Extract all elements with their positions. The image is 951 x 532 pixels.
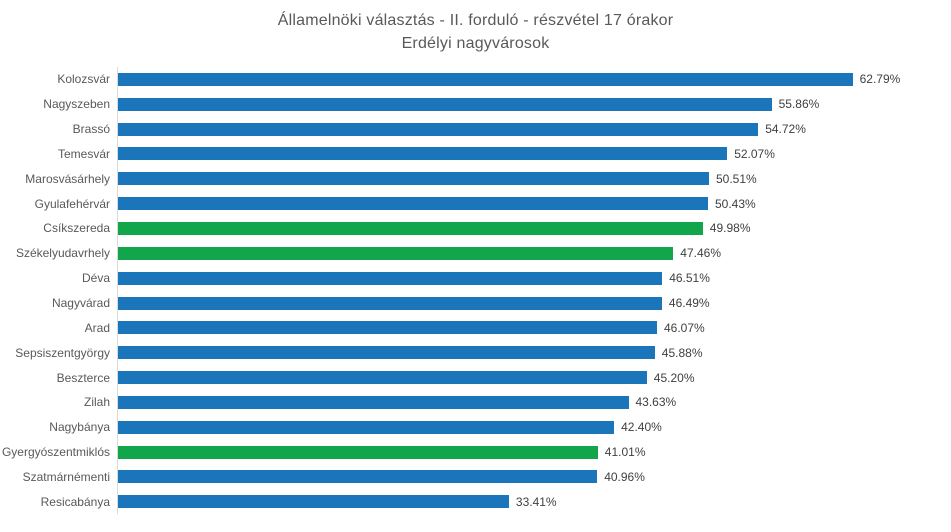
category-label: Zilah bbox=[83, 395, 110, 410]
chart-row: Arad 46.07% bbox=[0, 315, 951, 341]
chart-row: Gyergyószentmiklós 41.01% bbox=[0, 439, 951, 465]
chart-row: Marosvásárhely 50.51% bbox=[0, 166, 951, 192]
chart-subtitle: Erdélyi nagyvárosok bbox=[401, 35, 550, 52]
bar-track: 33.41% bbox=[117, 489, 951, 515]
category-label: Sepsiszentgyörgy bbox=[15, 345, 110, 360]
category-label: Nagyvárad bbox=[51, 296, 110, 311]
bar bbox=[118, 445, 598, 459]
bar bbox=[118, 346, 655, 360]
value-label: 46.51% bbox=[669, 271, 710, 286]
value-label: 40.96% bbox=[604, 469, 645, 484]
value-label: 62.79% bbox=[859, 72, 901, 87]
bar bbox=[118, 321, 657, 335]
bar-track: 52.07% bbox=[117, 141, 951, 167]
chart-title: Államelnöki választás - II. forduló - ré… bbox=[277, 12, 674, 29]
bar-track: 42.40% bbox=[117, 414, 951, 440]
bar-track: 40.96% bbox=[117, 464, 951, 490]
category-label: Székelyudavrhely bbox=[15, 246, 110, 261]
value-label: 45.88% bbox=[661, 345, 703, 360]
chart-row: Gyulafehérvár 50.43% bbox=[0, 191, 951, 217]
value-label: 42.40% bbox=[621, 420, 662, 435]
category-label: Nagybánya bbox=[49, 420, 110, 435]
bar-track: 55.86% bbox=[117, 91, 951, 117]
value-label: 45.20% bbox=[653, 370, 695, 385]
bar bbox=[118, 470, 598, 484]
category-label: Beszterce bbox=[56, 370, 110, 385]
bar-track: 46.49% bbox=[117, 290, 951, 316]
category-label: Déva bbox=[81, 271, 110, 286]
value-label: 43.63% bbox=[635, 395, 677, 410]
bar-track: 41.01% bbox=[117, 439, 951, 465]
value-label: 46.49% bbox=[668, 296, 710, 311]
chart-row: Szatmárnémenti 40.96% bbox=[0, 464, 951, 490]
category-label: Gyergyószentmiklós bbox=[1, 445, 110, 460]
value-label: 54.72% bbox=[765, 122, 806, 137]
category-label: Gyulafehérvár bbox=[34, 196, 110, 211]
chart-row: Csíkszereda 49.98% bbox=[0, 216, 951, 241]
chart-row: Déva 46.51% bbox=[0, 265, 951, 291]
bar bbox=[118, 296, 662, 310]
chart-row: Sepsiszentgyörgy 45.88% bbox=[0, 340, 951, 366]
value-label: 41.01% bbox=[604, 445, 646, 460]
value-label: 49.98% bbox=[709, 221, 751, 236]
category-label: Marosvásárhely bbox=[25, 171, 110, 186]
bar-track: 50.43% bbox=[117, 191, 951, 217]
bar-track: 45.20% bbox=[117, 365, 951, 390]
category-label: Csíkszereda bbox=[43, 221, 110, 236]
value-label: 46.07% bbox=[664, 320, 705, 335]
chart-row: Nagyvárad 46.49% bbox=[0, 290, 951, 316]
bar bbox=[118, 246, 674, 260]
category-label: Arad bbox=[84, 320, 110, 335]
bar bbox=[118, 395, 629, 409]
bar bbox=[118, 420, 615, 434]
bar-track: 49.98% bbox=[117, 216, 951, 241]
chart-row: Temesvár 52.07% bbox=[0, 141, 951, 167]
bar bbox=[118, 371, 647, 385]
bar-track: 45.88% bbox=[117, 340, 951, 366]
chart-row: Nagybánya 42.40% bbox=[0, 414, 951, 440]
bar bbox=[118, 72, 853, 86]
bar-track: 43.63% bbox=[117, 389, 951, 415]
chart-row: Resicabánya 33.41% bbox=[0, 489, 951, 515]
category-label: Brassó bbox=[72, 122, 110, 137]
chart-row: Kolozsvár 62.79% bbox=[0, 67, 951, 92]
bar bbox=[118, 197, 708, 211]
category-label: Resicabánya bbox=[40, 494, 110, 509]
bar bbox=[118, 221, 703, 235]
category-label: Temesvár bbox=[57, 146, 110, 161]
bar-track: 54.72% bbox=[117, 116, 951, 142]
chart-row: Nagyszeben 55.86% bbox=[0, 91, 951, 117]
value-label: 50.51% bbox=[716, 171, 757, 186]
category-label: Nagyszeben bbox=[43, 97, 110, 112]
value-label: 55.86% bbox=[778, 97, 820, 112]
plot-area: Kolozsvár 62.79% Nagyszeben 55.86% Brassó 54.… bbox=[0, 67, 951, 515]
chart-row: Zilah 43.63% bbox=[0, 389, 951, 415]
bar-track: 46.07% bbox=[117, 315, 951, 341]
bar-track: 50.51% bbox=[117, 166, 951, 192]
bar bbox=[118, 172, 709, 186]
bar bbox=[118, 97, 772, 111]
value-label: 50.43% bbox=[715, 196, 756, 211]
bar-track: 46.51% bbox=[117, 265, 951, 291]
bar bbox=[118, 147, 728, 161]
category-label: Kolozsvár bbox=[57, 72, 110, 87]
chart-row: Beszterce 45.20% bbox=[0, 365, 951, 390]
chart-row: Székelyudavrhely 47.46% bbox=[0, 240, 951, 266]
bar bbox=[118, 122, 759, 136]
bar bbox=[118, 271, 663, 285]
category-label: Szatmárnémenti bbox=[22, 469, 110, 484]
chart-title-block: Államelnöki választás - II. forduló - ré… bbox=[0, 9, 951, 55]
bar-track: 47.46% bbox=[117, 240, 951, 266]
value-label: 47.46% bbox=[680, 246, 721, 261]
chart-row: Brassó 54.72% bbox=[0, 116, 951, 142]
value-label: 52.07% bbox=[734, 146, 775, 161]
bar bbox=[118, 495, 509, 509]
value-label: 33.41% bbox=[515, 494, 557, 509]
bar-track: 62.79% bbox=[117, 67, 951, 92]
